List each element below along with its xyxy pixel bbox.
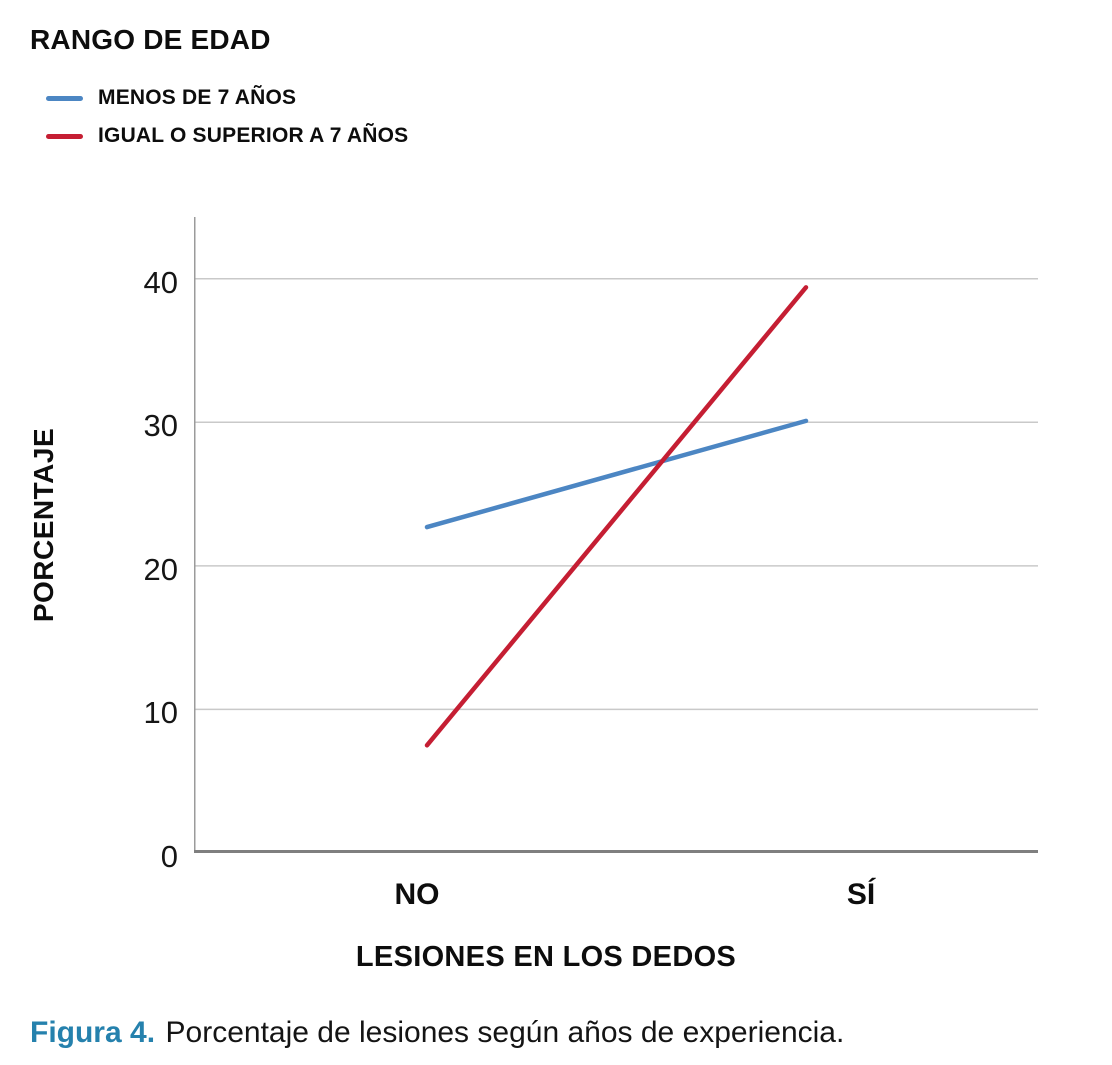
plot-area — [194, 217, 1038, 853]
y-tick-label: 20 — [143, 551, 178, 587]
y-tick-label: 0 — [160, 839, 178, 874]
legend-item-igual-superior-7: IGUAL O SUPERIOR A 7 AÑOS — [46, 124, 408, 148]
figure-caption-label: Figura 4. — [30, 1016, 156, 1049]
blue-line-icon — [46, 95, 83, 101]
legend-item-menos-7: MENOS DE 7 AÑOS — [46, 86, 408, 110]
legend-item-label: MENOS DE 7 AÑOS — [98, 86, 297, 109]
plot-svg — [194, 217, 1038, 853]
x-tick-label: NO — [394, 878, 440, 911]
figure-caption: Figura 4. Porcentaje de lesiones según añ… — [30, 1016, 844, 1050]
red-line-icon — [46, 133, 83, 139]
y-axis-title: PORCENTAJE — [28, 427, 59, 623]
series-line-1 — [424, 285, 809, 748]
figure-caption-text: Porcentaje de lesiones según años de exp… — [165, 1016, 845, 1049]
series-line-0 — [424, 418, 809, 530]
chart-legend: RANGO DE EDAD MENOS DE 7 AÑOS IGUAL O SU… — [30, 24, 408, 162]
y-tick-label: 30 — [143, 408, 178, 444]
legend-item-label: IGUAL O SUPERIOR A 7 AÑOS — [98, 124, 409, 147]
y-tick-label: 40 — [143, 264, 178, 300]
y-tick-label: 10 — [143, 695, 178, 731]
x-axis-title: LESIONES EN LOS DEDOS — [355, 941, 737, 973]
x-tick-label: SÍ — [846, 878, 876, 911]
legend-title: RANGO DE EDAD — [30, 24, 271, 55]
